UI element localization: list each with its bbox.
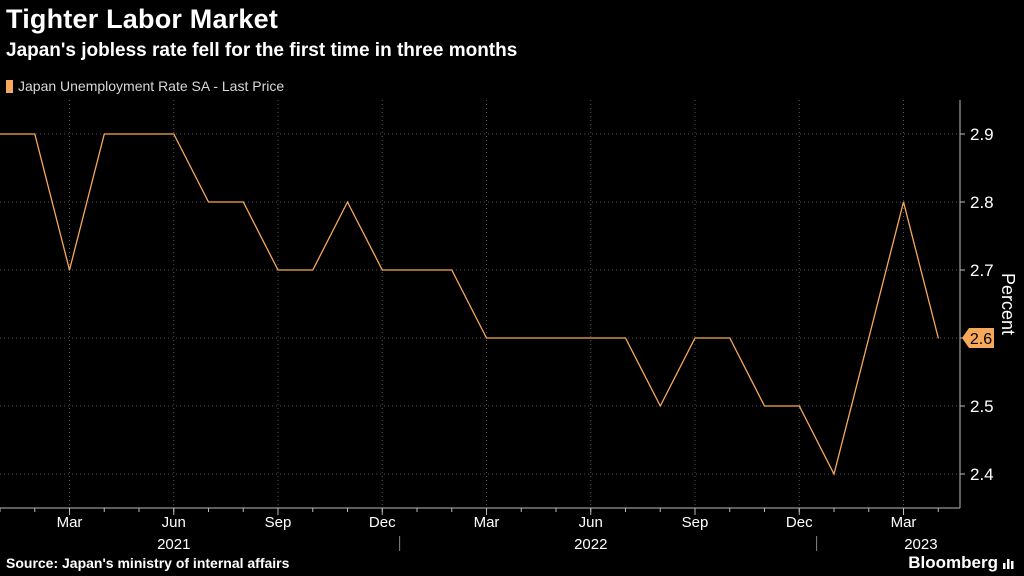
data-point bbox=[520, 337, 522, 339]
data-point bbox=[486, 337, 487, 339]
bloomberg-chart-icon bbox=[1003, 559, 1014, 569]
brand-logo: Bloomberg bbox=[908, 553, 998, 572]
data-point bbox=[312, 269, 314, 271]
data-point bbox=[347, 201, 348, 203]
x-tick-label: Mar bbox=[891, 514, 917, 531]
year-label: 2023 bbox=[904, 536, 937, 553]
chart-subtitle: Japan's jobless rate fell for the first … bbox=[6, 40, 518, 61]
data-point bbox=[659, 405, 661, 407]
series-line bbox=[0, 133, 939, 476]
data-point bbox=[173, 133, 175, 135]
legend: Japan Unemployment Rate SA - Last Price bbox=[6, 78, 284, 94]
legend-swatch bbox=[6, 79, 13, 93]
data-point bbox=[242, 201, 244, 203]
data-point bbox=[868, 337, 870, 339]
data-point bbox=[555, 337, 557, 339]
y-tick-label: 2.8 bbox=[970, 193, 994, 212]
y-tick-label: 2.9 bbox=[970, 125, 994, 144]
x-tick-label: Sep bbox=[265, 514, 292, 531]
data-point bbox=[625, 337, 626, 339]
data-point bbox=[0, 133, 1, 135]
data-point bbox=[34, 133, 36, 135]
data-point bbox=[69, 269, 70, 271]
data-point bbox=[103, 133, 105, 135]
y-tick-label: 2.5 bbox=[970, 397, 994, 416]
data-point bbox=[138, 133, 140, 135]
data-point bbox=[937, 337, 939, 339]
data-point bbox=[451, 269, 453, 271]
data-point bbox=[590, 337, 592, 339]
y-tick-label: 2.7 bbox=[970, 261, 994, 280]
x-tick-label: Mar bbox=[474, 514, 500, 531]
data-point bbox=[277, 269, 279, 271]
legend-label: Japan Unemployment Rate SA - Last Price bbox=[18, 78, 285, 94]
x-tick-label: Jun bbox=[162, 514, 186, 531]
data-point bbox=[903, 201, 904, 203]
source-note: Source: Japan's ministry of internal aff… bbox=[6, 555, 290, 571]
data-point bbox=[729, 337, 731, 339]
data-point bbox=[381, 269, 383, 271]
x-tick-label: Dec bbox=[369, 514, 396, 531]
data-point bbox=[764, 405, 765, 407]
data-point bbox=[833, 473, 835, 475]
x-tick-label: Dec bbox=[786, 514, 813, 531]
x-tick-label: Jun bbox=[579, 514, 603, 531]
chart-title: Tighter Labor Market bbox=[6, 4, 279, 34]
data-point bbox=[798, 405, 800, 407]
data-point bbox=[694, 337, 696, 339]
x-tick-label: Sep bbox=[682, 514, 709, 531]
data-point bbox=[416, 269, 418, 271]
year-label: 2022 bbox=[574, 536, 607, 553]
y-axis-label: Percent bbox=[998, 273, 1018, 335]
data-point bbox=[208, 201, 209, 203]
last-value-label: 2.6 bbox=[970, 331, 992, 348]
last-value-badge bbox=[962, 328, 994, 348]
x-tick-label: Mar bbox=[57, 514, 83, 531]
y-tick-label: 2.4 bbox=[970, 465, 994, 484]
year-label: 2021 bbox=[157, 536, 190, 553]
